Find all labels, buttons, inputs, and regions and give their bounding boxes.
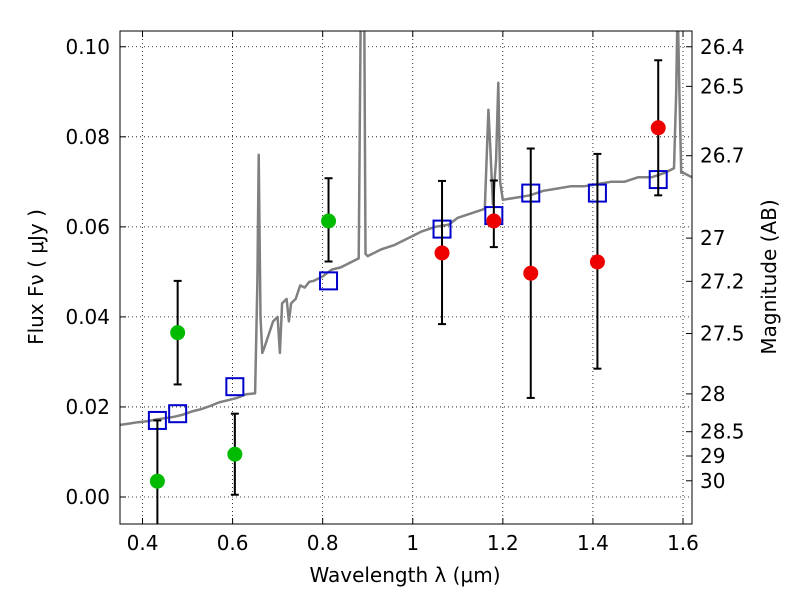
axes: 0.4 0.6 0.8 1 1.2 1.4 1.6 0.00 0.02 0.04 0.06 0.08 0…: [65, 30, 745, 555]
photometry-point: [321, 213, 337, 229]
photometry-point: [650, 120, 666, 136]
y2-tick-label: 26.4: [700, 35, 745, 59]
x-tick-label: 1.4: [577, 531, 609, 555]
photometry-point: [523, 265, 539, 281]
photometry-point: [149, 473, 165, 489]
model-square-marker: [225, 377, 245, 397]
y-tick-label: 0.06: [65, 215, 110, 239]
y2-tick-label: 27: [700, 226, 725, 250]
x-tick-label: 0.4: [127, 531, 159, 555]
y2-tick-label: 30: [700, 469, 725, 493]
y2-axis-title: Magnitude (AB): [757, 199, 781, 354]
y-tick-label: 0.00: [65, 485, 110, 509]
x-tick-label: 1.2: [487, 531, 519, 555]
x-tick-label: 1: [406, 531, 419, 555]
x-tick-label: 0.6: [217, 531, 249, 555]
y2-tick-label: 29: [700, 444, 725, 468]
y-axis-title: Flux Fν ( μJy ): [24, 209, 48, 345]
y2-tick-label: 26.5: [700, 74, 745, 98]
x-tick-label: 1.6: [667, 531, 699, 555]
data-layer: [120, 31, 692, 524]
photometry-point: [434, 245, 450, 261]
y-tick-label: 0.10: [65, 35, 110, 59]
plot-area: [120, 31, 692, 524]
plot-frame: [119, 30, 693, 525]
y2-tick-label: 27.2: [700, 269, 745, 293]
y-tick-label: 0.04: [65, 305, 110, 329]
model-square-marker: [168, 404, 188, 424]
y2-tick-label: 27.5: [700, 322, 745, 346]
spectrum-line: [120, 31, 692, 427]
y2-tick-label: 28: [700, 382, 725, 406]
photometry-point: [589, 254, 605, 270]
y2-tick-label: 26.7: [700, 144, 745, 168]
model-square-marker: [319, 271, 339, 291]
x-axis-title: Wavelength λ (μm): [309, 563, 500, 587]
y-tick-label: 0.08: [65, 125, 110, 149]
x-tick-label: 0.8: [307, 531, 339, 555]
y-tick-label: 0.02: [65, 395, 110, 419]
photometry-point: [486, 213, 502, 229]
photometry-point: [227, 446, 243, 462]
photometry-point: [170, 325, 186, 341]
y2-tick-label: 28.5: [700, 420, 745, 444]
